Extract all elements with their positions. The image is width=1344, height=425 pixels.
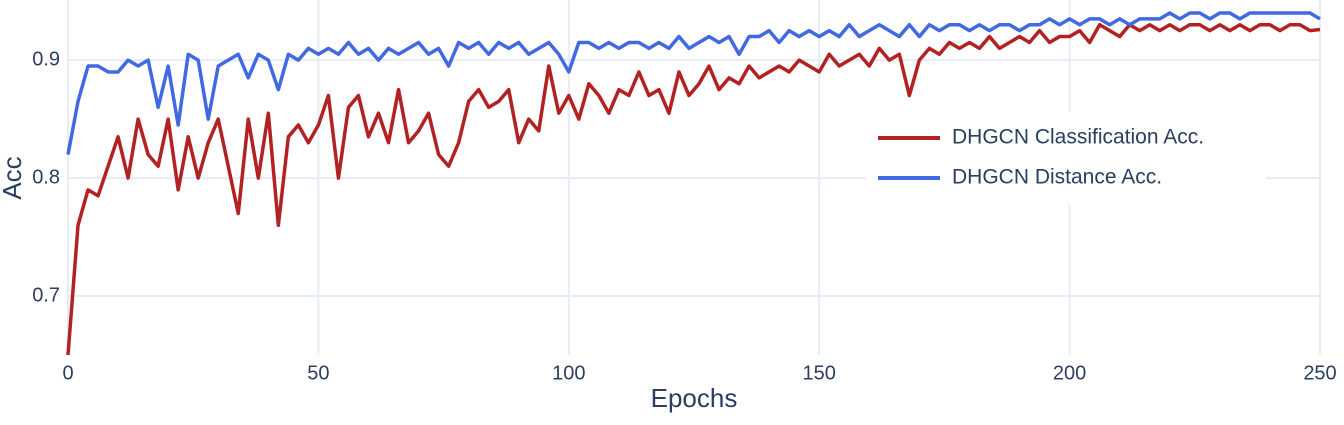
legend-box xyxy=(866,112,1266,204)
x-axis-title: Epochs xyxy=(651,383,738,413)
legend-label: DHGCN Classification Acc. xyxy=(952,126,1204,149)
x-tick-label: 50 xyxy=(307,362,329,384)
x-tick-label: 200 xyxy=(1053,362,1086,384)
x-tick-label: 250 xyxy=(1303,362,1336,384)
legend-label: DHGCN Distance Acc. xyxy=(952,166,1162,189)
x-tick-label: 100 xyxy=(552,362,585,384)
plot xyxy=(66,11,1321,356)
y-axis-title: Acc xyxy=(0,156,27,199)
y-tick-label: 0.8 xyxy=(32,166,60,188)
series-line xyxy=(66,23,1321,356)
series-line xyxy=(66,11,1321,155)
y-tick-label: 0.7 xyxy=(32,284,60,306)
x-tick-label: 150 xyxy=(803,362,836,384)
y-tick-label: 0.9 xyxy=(32,48,60,70)
legend: DHGCN Classification Acc. DHGCN Distance … xyxy=(866,112,1266,204)
x-tick-label: 0 xyxy=(62,362,73,384)
